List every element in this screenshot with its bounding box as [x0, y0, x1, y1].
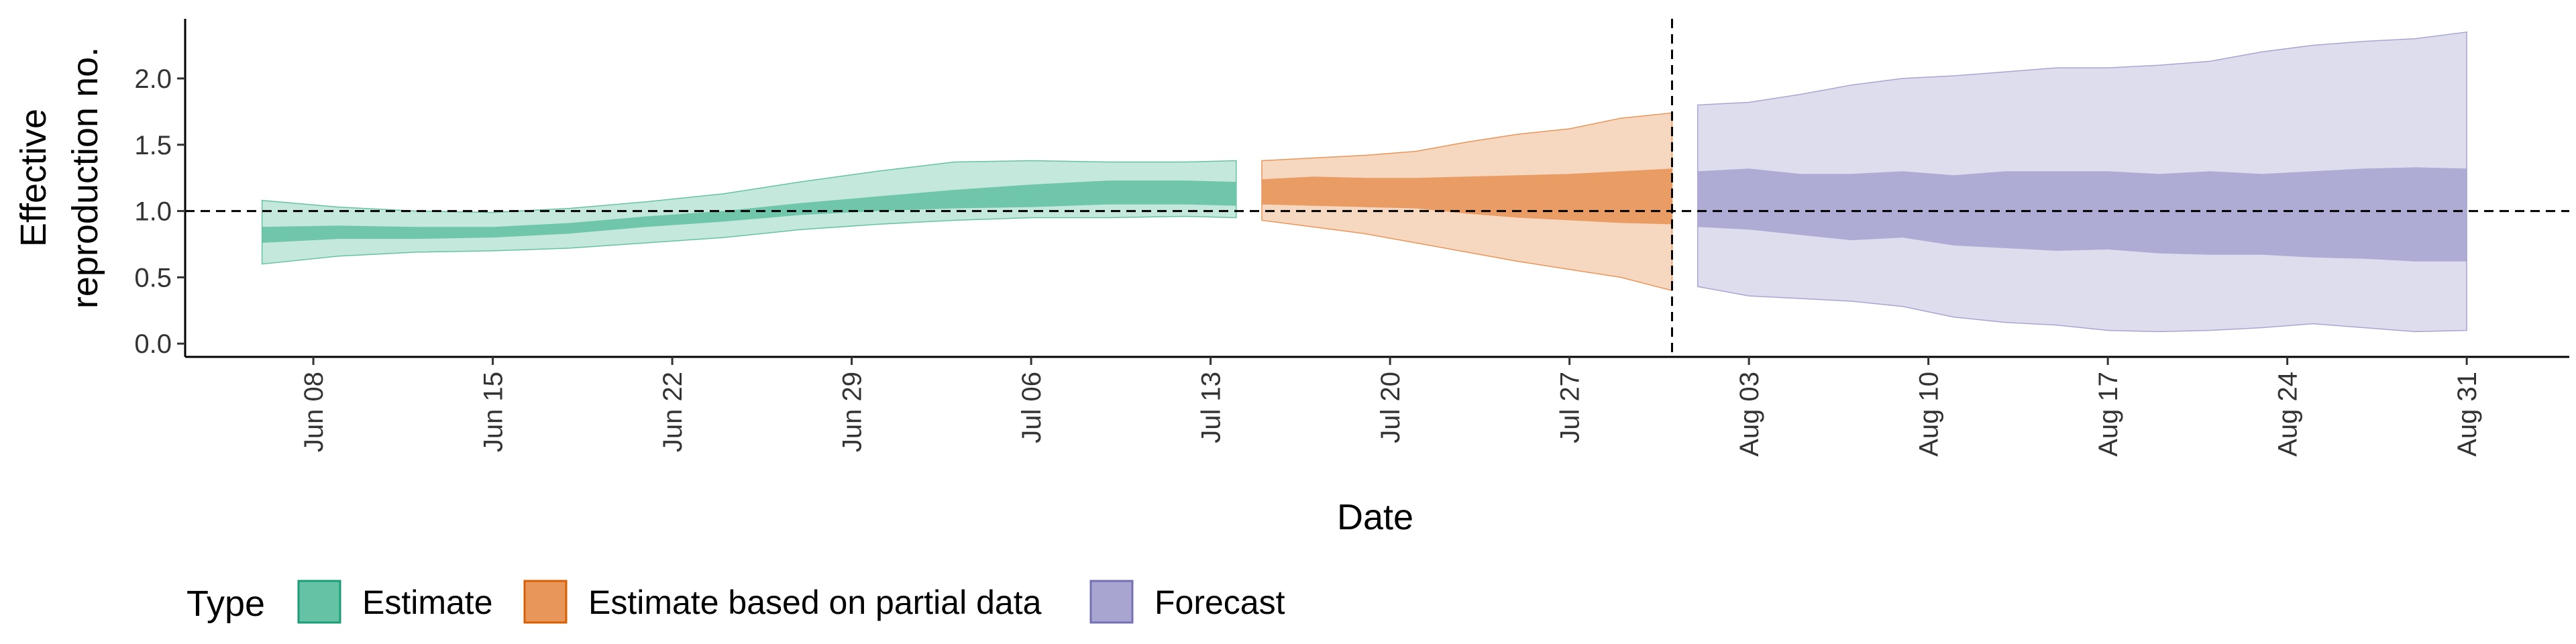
- x-tick-label: Aug 31: [2453, 372, 2482, 457]
- x-tick-label: Jul 06: [1017, 372, 1046, 443]
- axes: 0.0 0.5 1.0 1.5 2.0 Jun 08 Jun 15 Jun 22 Jun 29 J…: [134, 19, 2569, 457]
- x-axis-title: Date: [1337, 497, 1413, 537]
- legend-key-estimate-based-on-partial-data: [523, 580, 568, 624]
- x-tick-label: Jul 13: [1197, 372, 1226, 443]
- x-tick-label: Jul 27: [1556, 372, 1585, 443]
- legend-label-estimate-based-on-partial-data: Estimate based on partial data: [588, 584, 1042, 621]
- x-tick-label: Jul 20: [1376, 372, 1405, 443]
- reference-lines: [185, 19, 2569, 357]
- y-tick-label: 1.0: [134, 197, 172, 227]
- estimate-based-on-partial-data-band-50: [1262, 168, 1672, 225]
- y-tick-label: 1.5: [134, 131, 172, 160]
- bands-layer: [261, 31, 2467, 333]
- y-axis-title-line-2: reproduction no.: [65, 47, 105, 309]
- legend: Type Estimate Estimate based on partial d…: [186, 580, 1285, 624]
- y-tick-label: 0.5: [134, 263, 172, 292]
- x-tick-label: Jun 22: [658, 372, 688, 452]
- y-tick-label: 2.0: [134, 64, 172, 94]
- legend-label-forecast: Forecast: [1155, 584, 1285, 621]
- legend-key-forecast: [1089, 580, 1134, 624]
- y-axis-title-line-1: Effective: [13, 109, 54, 247]
- y-tick-label: 0.0: [134, 329, 172, 359]
- y-axis-title: Effective reproduction no.: [13, 47, 105, 309]
- x-tick-label: Jun 08: [299, 372, 329, 452]
- x-tick-label: Jun 29: [838, 372, 867, 452]
- x-tick-label: Jun 15: [479, 372, 508, 452]
- x-tick-label: Aug 17: [2094, 372, 2123, 457]
- legend-title: Type: [186, 584, 265, 624]
- x-tick-label: Aug 10: [1915, 372, 1944, 457]
- x-tick-label: Aug 24: [2273, 372, 2303, 457]
- legend-key-estimate: [297, 580, 341, 624]
- forecast-band-50: [1697, 167, 2467, 262]
- legend-label-estimate: Estimate: [362, 584, 493, 621]
- x-tick-label: Aug 03: [1735, 372, 1764, 457]
